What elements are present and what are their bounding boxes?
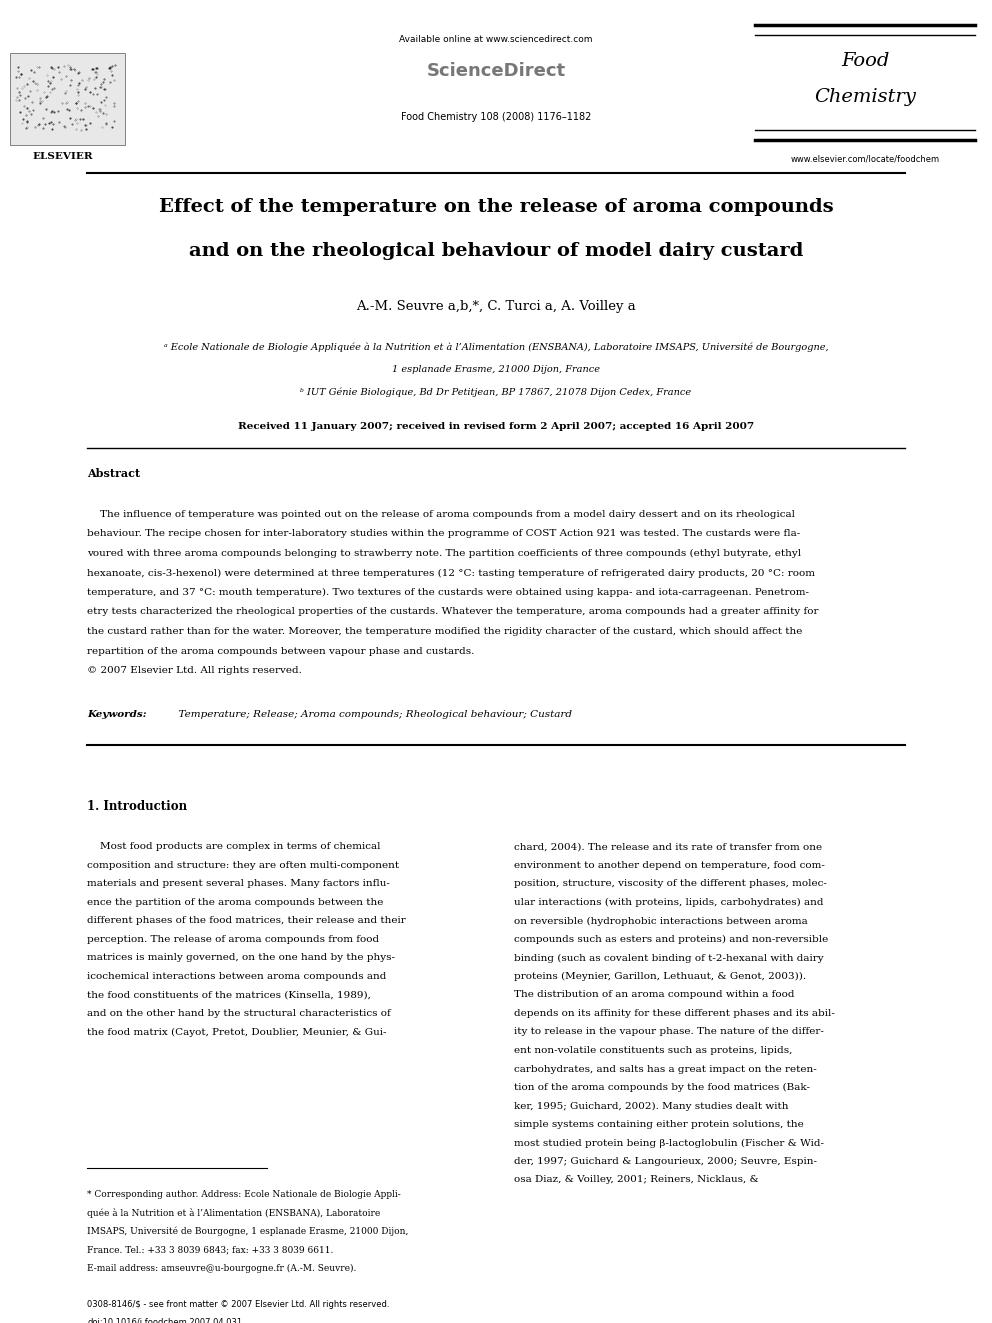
Text: The influence of temperature was pointed out on the release of aroma compounds f: The influence of temperature was pointed… <box>87 509 795 519</box>
Text: * Corresponding author. Address: Ecole Nationale de Biologie Appli-: * Corresponding author. Address: Ecole N… <box>87 1189 401 1199</box>
Text: proteins (Meynier, Garillon, Lethuaut, & Genot, 2003)).: proteins (Meynier, Garillon, Lethuaut, &… <box>514 972 806 982</box>
Text: The distribution of an aroma compound within a food: The distribution of an aroma compound wi… <box>514 991 794 999</box>
Text: France. Tel.: +33 3 8039 6843; fax: +33 3 8039 6611.: France. Tel.: +33 3 8039 6843; fax: +33 … <box>87 1245 333 1254</box>
Text: Received 11 January 2007; received in revised form 2 April 2007; accepted 16 Apr: Received 11 January 2007; received in re… <box>238 422 754 431</box>
Text: Temperature; Release; Aroma compounds; Rheological behaviour; Custard: Temperature; Release; Aroma compounds; R… <box>172 710 572 720</box>
Text: and on the other hand by the structural characteristics of: and on the other hand by the structural … <box>87 1009 391 1017</box>
Text: Abstract: Abstract <box>87 468 140 479</box>
Text: IMSAPS, Université de Bourgogne, 1 esplanade Erasme, 21000 Dijon,: IMSAPS, Université de Bourgogne, 1 espla… <box>87 1226 409 1237</box>
Text: 1. Introduction: 1. Introduction <box>87 800 187 814</box>
Text: materials and present several phases. Many factors influ-: materials and present several phases. Ma… <box>87 880 390 889</box>
Text: the food matrix (Cayot, Pretot, Doublier, Meunier, & Gui-: the food matrix (Cayot, Pretot, Doublier… <box>87 1028 387 1037</box>
Text: ity to release in the vapour phase. The nature of the differ-: ity to release in the vapour phase. The … <box>514 1028 823 1036</box>
Text: Most food products are complex in terms of chemical: Most food products are complex in terms … <box>87 843 381 852</box>
Text: Available online at www.sciencedirect.com: Available online at www.sciencedirect.co… <box>399 34 593 44</box>
Text: ᵇ IUT Génie Biologique, Bd Dr Petitjean, BP 17867, 21078 Dijon Cedex, France: ᵇ IUT Génie Biologique, Bd Dr Petitjean,… <box>301 388 691 397</box>
Text: ᵃ Ecole Nationale de Biologie Appliquée à la Nutrition et à l’Alimentation (ENSB: ᵃ Ecole Nationale de Biologie Appliquée … <box>164 343 828 352</box>
Text: compounds such as esters and proteins) and non-reversible: compounds such as esters and proteins) a… <box>514 935 827 945</box>
Text: carbohydrates, and salts has a great impact on the reten-: carbohydrates, and salts has a great imp… <box>514 1065 816 1073</box>
Text: composition and structure: they are often multi-component: composition and structure: they are ofte… <box>87 861 399 871</box>
Text: the custard rather than for the water. Moreover, the temperature modified the ri: the custard rather than for the water. M… <box>87 627 803 636</box>
Text: A.-M. Seuvre a,b,*, C. Turci a, A. Voilley a: A.-M. Seuvre a,b,*, C. Turci a, A. Voill… <box>356 300 636 314</box>
Text: matrices is mainly governed, on the one hand by the phys-: matrices is mainly governed, on the one … <box>87 954 395 963</box>
Text: osa Diaz, & Voilley, 2001; Reiners, Nicklaus, &: osa Diaz, & Voilley, 2001; Reiners, Nick… <box>514 1176 758 1184</box>
Bar <box>10 53 125 146</box>
Text: chard, 2004). The release and its rate of transfer from one: chard, 2004). The release and its rate o… <box>514 843 821 852</box>
Text: ker, 1995; Guichard, 2002). Many studies dealt with: ker, 1995; Guichard, 2002). Many studies… <box>514 1102 788 1110</box>
Text: 0308-8146/$ - see front matter © 2007 Elsevier Ltd. All rights reserved.: 0308-8146/$ - see front matter © 2007 El… <box>87 1301 390 1308</box>
Text: binding (such as covalent binding of t-2-hexanal with dairy: binding (such as covalent binding of t-2… <box>514 954 823 963</box>
Text: and on the rheological behaviour of model dairy custard: and on the rheological behaviour of mode… <box>188 242 804 261</box>
Text: ence the partition of the aroma compounds between the: ence the partition of the aroma compound… <box>87 898 383 908</box>
Text: Effect of the temperature on the release of aroma compounds: Effect of the temperature on the release… <box>159 198 833 216</box>
Text: most studied protein being β-lactoglobulin (Fischer & Wid-: most studied protein being β-lactoglobul… <box>514 1139 823 1147</box>
Text: behaviour. The recipe chosen for inter-laboratory studies within the programme o: behaviour. The recipe chosen for inter-l… <box>87 529 801 538</box>
Text: der, 1997; Guichard & Langourieux, 2000; Seuvre, Espin-: der, 1997; Guichard & Langourieux, 2000;… <box>514 1158 816 1166</box>
Text: doi:10.1016/j.foodchem.2007.04.031: doi:10.1016/j.foodchem.2007.04.031 <box>87 1318 242 1323</box>
Text: quée à la Nutrition et à l’Alimentation (ENSBANA), Laboratoire: quée à la Nutrition et à l’Alimentation … <box>87 1208 380 1218</box>
Text: position, structure, viscosity of the different phases, molec-: position, structure, viscosity of the di… <box>514 880 826 889</box>
Text: www.elsevier.com/locate/foodchem: www.elsevier.com/locate/foodchem <box>791 155 939 164</box>
Text: ular interactions (with proteins, lipids, carbohydrates) and: ular interactions (with proteins, lipids… <box>514 898 823 908</box>
Text: repartition of the aroma compounds between vapour phase and custards.: repartition of the aroma compounds betwe… <box>87 647 474 655</box>
Text: hexanoate, cis-3-hexenol) were determined at three temperatures (12 °C: tasting : hexanoate, cis-3-hexenol) were determine… <box>87 569 815 578</box>
Text: different phases of the food matrices, their release and their: different phases of the food matrices, t… <box>87 917 406 926</box>
Text: etry tests characterized the rheological properties of the custards. Whatever th: etry tests characterized the rheological… <box>87 607 818 617</box>
Text: icochemical interactions between aroma compounds and: icochemical interactions between aroma c… <box>87 972 386 980</box>
Text: E-mail address: amseuvre@u-bourgogne.fr (A.-M. Seuvre).: E-mail address: amseuvre@u-bourgogne.fr … <box>87 1263 356 1273</box>
Text: on reversible (hydrophobic interactions between aroma: on reversible (hydrophobic interactions … <box>514 917 807 926</box>
Text: Food Chemistry 108 (2008) 1176–1182: Food Chemistry 108 (2008) 1176–1182 <box>401 112 591 122</box>
Text: simple systems containing either protein solutions, the: simple systems containing either protein… <box>514 1121 804 1129</box>
Text: voured with three aroma compounds belonging to strawberry note. The partition co: voured with three aroma compounds belong… <box>87 549 802 558</box>
Text: temperature, and 37 °C: mouth temperature). Two textures of the custards were ob: temperature, and 37 °C: mouth temperatur… <box>87 587 809 597</box>
Text: ScienceDirect: ScienceDirect <box>427 62 565 79</box>
Text: Chemistry: Chemistry <box>814 89 916 106</box>
Text: ent non-volatile constituents such as proteins, lipids,: ent non-volatile constituents such as pr… <box>514 1046 792 1054</box>
Text: depends on its affinity for these different phases and its abil-: depends on its affinity for these differ… <box>514 1009 834 1017</box>
Text: environment to another depend on temperature, food com-: environment to another depend on tempera… <box>514 861 824 871</box>
Text: 1 esplanade Erasme, 21000 Dijon, France: 1 esplanade Erasme, 21000 Dijon, France <box>392 365 600 374</box>
Text: ELSEVIER: ELSEVIER <box>32 152 93 161</box>
Text: Keywords:: Keywords: <box>87 710 147 720</box>
Text: Food: Food <box>841 52 889 70</box>
Text: the food constituents of the matrices (Kinsella, 1989),: the food constituents of the matrices (K… <box>87 991 371 999</box>
Text: tion of the aroma compounds by the food matrices (Bak-: tion of the aroma compounds by the food … <box>514 1084 809 1091</box>
Text: perception. The release of aroma compounds from food: perception. The release of aroma compoun… <box>87 935 379 945</box>
Text: © 2007 Elsevier Ltd. All rights reserved.: © 2007 Elsevier Ltd. All rights reserved… <box>87 665 302 675</box>
